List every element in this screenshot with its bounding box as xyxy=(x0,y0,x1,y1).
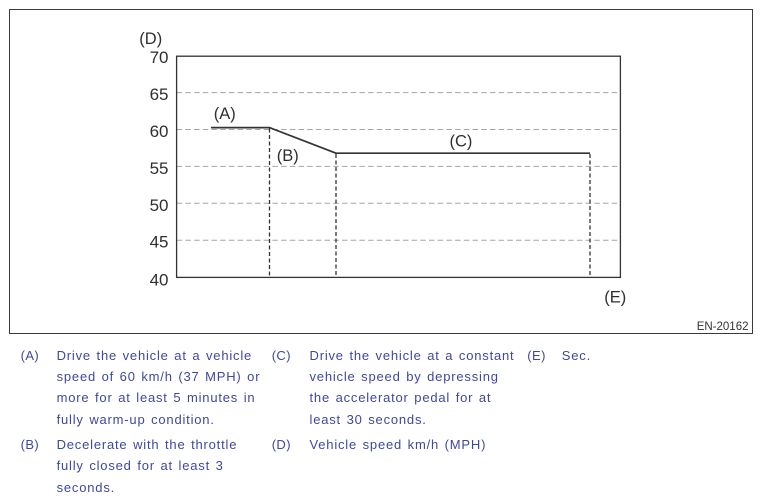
svg-text:40: 40 xyxy=(150,270,169,289)
svg-text:(D): (D) xyxy=(139,30,162,48)
svg-text:45: 45 xyxy=(150,233,169,252)
svg-text:60: 60 xyxy=(150,122,169,141)
svg-text:65: 65 xyxy=(150,85,169,104)
svg-text:70: 70 xyxy=(150,48,169,67)
svg-text:55: 55 xyxy=(150,159,169,178)
svg-text:50: 50 xyxy=(150,196,169,215)
svg-text:(A): (A) xyxy=(214,105,236,123)
svg-text:(C): (C) xyxy=(450,132,473,150)
svg-text:EN-20162: EN-20162 xyxy=(697,321,749,333)
svg-text:(E): (E) xyxy=(604,288,626,306)
svg-text:(B): (B) xyxy=(277,147,299,165)
